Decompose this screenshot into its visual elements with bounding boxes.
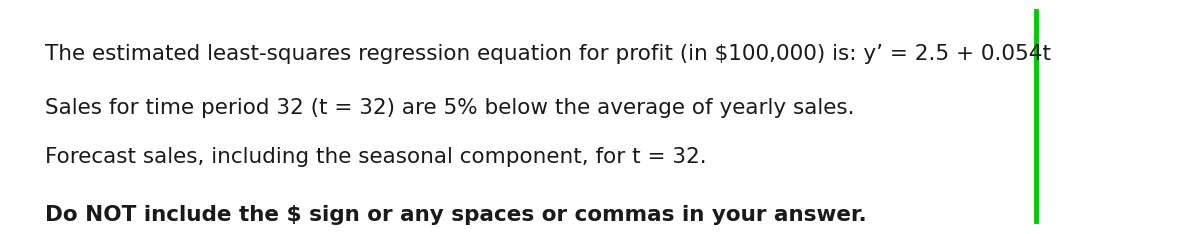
Text: The estimated least-squares regression equation for profit (in $100,000) is: y’ : The estimated least-squares regression e…	[46, 44, 1051, 64]
Text: Sales for time period 32 (t = 32) are 5% below the average of yearly sales.: Sales for time period 32 (t = 32) are 5%…	[46, 98, 854, 118]
Text: Forecast sales, including the seasonal component, for t = 32.: Forecast sales, including the seasonal c…	[46, 147, 707, 167]
Text: Do NOT include the $ sign or any spaces or commas in your answer.: Do NOT include the $ sign or any spaces …	[46, 205, 866, 226]
